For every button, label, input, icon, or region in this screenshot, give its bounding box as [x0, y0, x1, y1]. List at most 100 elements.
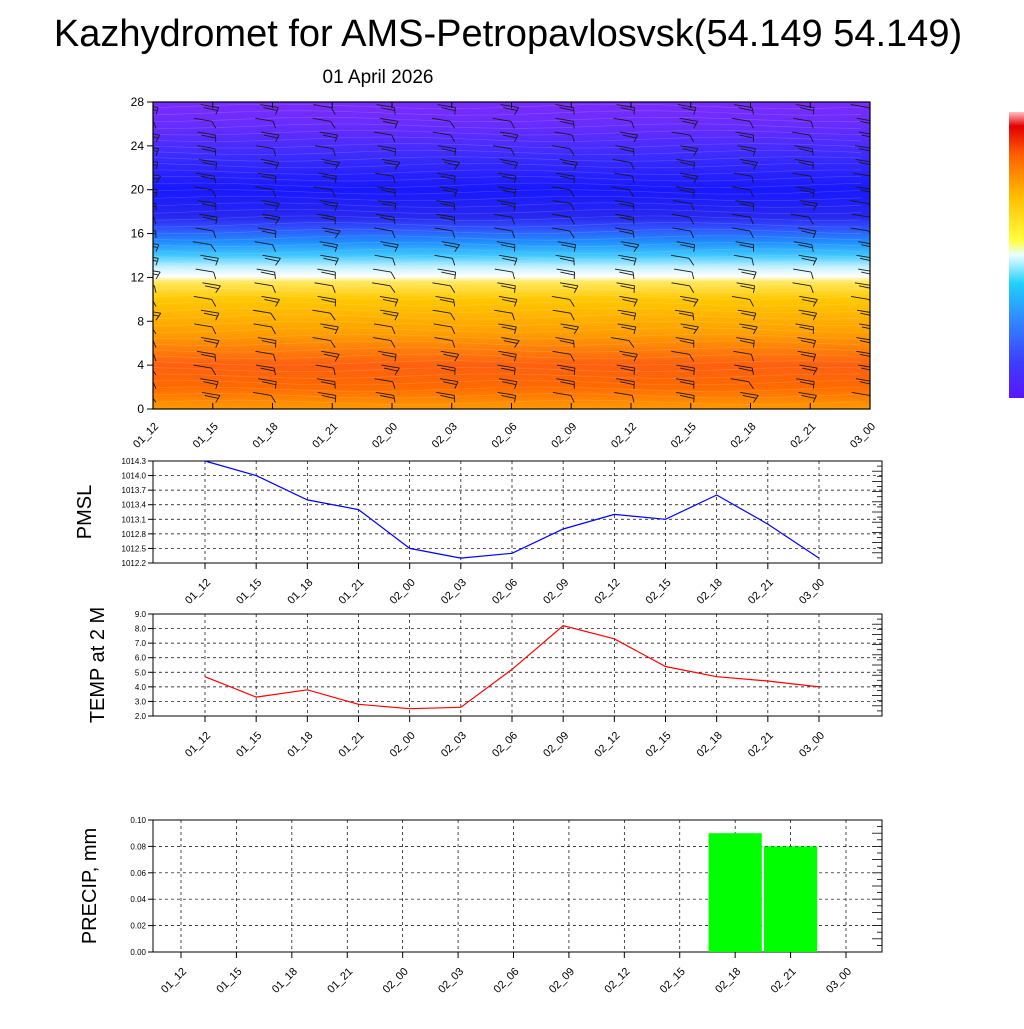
x-tick-label: 02_06	[490, 421, 520, 451]
y-tick-label: 1012.8	[122, 530, 147, 539]
wind-barb	[276, 382, 277, 389]
x-tick-label: 02_18	[695, 730, 725, 760]
x-tick-label: 02_18	[713, 966, 743, 996]
y-tick-label: 9.0	[135, 610, 147, 619]
y-tick-label: 0.00	[130, 948, 146, 957]
x-tick-label: 02_00	[388, 577, 418, 607]
y-tick-label: 7.0	[135, 639, 147, 648]
wind-barb	[873, 354, 874, 361]
y-tick-label: 5.0	[135, 668, 147, 677]
x-tick-label: 01_12	[131, 421, 161, 451]
x-tick-label: 01_18	[285, 730, 315, 760]
wind-barb	[634, 286, 635, 293]
x-tick-label: 01_15	[234, 577, 264, 607]
x-tick-label: 01_15	[191, 421, 221, 451]
x-tick-label: 02_15	[644, 730, 674, 760]
wind-barb	[633, 149, 634, 156]
x-tick-label: 02_03	[430, 421, 460, 451]
x-tick-label: 01_18	[285, 577, 315, 607]
y-tick-label: 0	[137, 402, 144, 416]
x-tick-label: 01_12	[159, 966, 189, 996]
wind-barb	[873, 258, 874, 265]
x-tick-label: 01_12	[183, 577, 213, 607]
x-tick-label: 02_21	[788, 421, 818, 451]
wind-barb	[335, 395, 336, 402]
x-tick-label: 02_09	[549, 421, 579, 451]
x-tick-label: 02_00	[370, 421, 400, 451]
wind-barb-flag	[136, 351, 154, 354]
x-tick-label: 02_09	[541, 730, 571, 760]
y-tick-label: 8	[137, 314, 144, 328]
wind-barb	[395, 149, 396, 156]
y-tick-label: 0.04	[130, 895, 146, 904]
page-date: 01 April 2026	[323, 67, 434, 88]
y-tick-label: 4	[137, 358, 144, 372]
x-tick-label: 02_21	[746, 577, 776, 607]
wind-barb	[873, 162, 874, 169]
y-tick-label: 1013.1	[122, 515, 147, 524]
x-tick-label: 01_21	[325, 966, 355, 996]
x-tick-label: 02_03	[436, 966, 466, 996]
page-title: Kazhydromet for AMS-Petropavlosvsk(54.14…	[54, 13, 962, 55]
y-tick-label: 3.0	[135, 697, 147, 706]
wind-barb	[873, 341, 874, 348]
precip-ylabel: PRECIP, mm	[79, 828, 101, 944]
y-tick-label: 0.06	[130, 869, 146, 878]
wind-barb	[873, 368, 876, 375]
x-tick-label: 02_12	[592, 577, 622, 607]
x-tick-label: 02_15	[644, 577, 674, 607]
y-tick-label: 1014.0	[122, 472, 147, 481]
x-tick-label: 02_09	[547, 966, 577, 996]
x-tick-label: 01_21	[310, 421, 340, 451]
y-tick-label: 2.0	[135, 712, 147, 721]
wind-barb-flag	[135, 338, 153, 341]
x-tick-label: 02_15	[669, 421, 699, 451]
y-tick-label: 8.0	[135, 625, 147, 634]
x-tick-label: 01_18	[270, 966, 300, 996]
x-tick-label: 02_18	[729, 421, 759, 451]
wind-barb-flag	[134, 296, 152, 299]
wind-barb	[873, 382, 874, 389]
wind-barb-flag	[135, 379, 153, 382]
y-tick-label: 4.0	[135, 683, 147, 692]
wind-barb	[633, 217, 634, 224]
x-tick-label: 03_00	[824, 966, 854, 996]
y-tick-label: 1012.5	[122, 544, 147, 553]
temp-ylabel: TEMP at 2 M	[87, 607, 109, 723]
x-tick-label: 03_00	[797, 577, 827, 607]
x-tick-label: 01_21	[337, 730, 367, 760]
wind-barb	[515, 204, 516, 211]
wind-barb	[871, 176, 873, 183]
x-tick-label: 02_06	[490, 577, 520, 607]
y-tick-label: 1014.3	[122, 457, 147, 466]
x-tick-label: 01_18	[251, 421, 281, 451]
x-tick-label: 02_21	[746, 730, 776, 760]
x-tick-label: 02_12	[602, 966, 632, 996]
wind-barb	[873, 313, 875, 320]
x-tick-label: 02_06	[492, 966, 522, 996]
precip-bar	[764, 846, 817, 952]
wind-barb	[873, 121, 875, 128]
x-tick-label: 02_21	[769, 966, 799, 996]
precip-bar	[709, 833, 762, 952]
x-tick-label: 01_15	[234, 730, 264, 760]
wind-barb-flag	[133, 392, 151, 395]
y-tick-label: 12	[131, 270, 145, 284]
wind-barb	[873, 135, 877, 142]
x-tick-label: 02_18	[695, 577, 725, 607]
x-tick-label: 01_12	[183, 730, 213, 760]
wind-barb	[873, 245, 876, 252]
x-tick-label: 01_21	[337, 577, 367, 607]
x-tick-label: 02_00	[388, 730, 418, 760]
x-tick-label: 03_00	[797, 730, 827, 760]
x-tick-label: 02_03	[439, 577, 469, 607]
y-tick-label: 1013.4	[122, 501, 147, 510]
y-tick-label: 20	[131, 183, 145, 197]
x-tick-label: 02_12	[609, 421, 639, 451]
x-tick-label: 02_09	[541, 577, 571, 607]
